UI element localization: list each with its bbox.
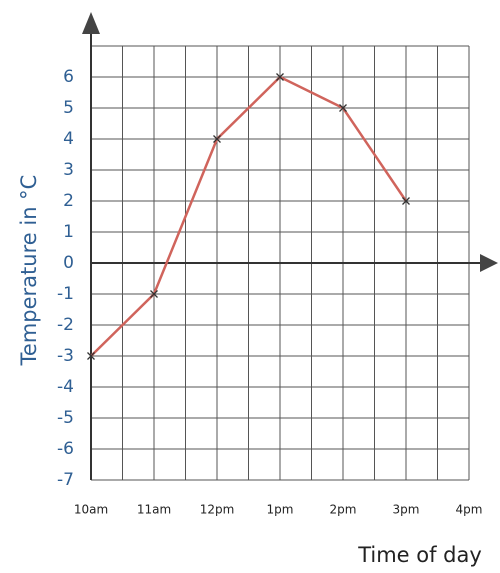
y-tick-label: 6 [63,67,74,87]
y-tick-label: -6 [57,439,74,459]
y-tick-label: 4 [63,129,74,149]
x-axis-arrow [480,254,498,272]
data-point [213,135,221,143]
y-tick-label: 1 [63,222,74,242]
data-point [339,104,347,112]
x-tick-label: 3pm [393,503,420,517]
x-tick-label: 12pm [200,503,235,517]
data-point [150,290,158,298]
y-tick-label: -1 [57,284,74,304]
y-tick-label: 5 [63,98,74,118]
y-axis-arrow [82,12,100,34]
x-tick-label: 11am [137,503,171,517]
y-tick-label: 3 [63,160,74,180]
y-tick-label: -3 [57,346,74,366]
data-point [87,352,95,360]
y-tick-label: -2 [57,315,74,335]
x-tick-label: 2pm [330,503,357,517]
y-tick-label: 2 [63,191,74,211]
data-point [276,73,284,81]
y-tick-label: -7 [57,470,74,490]
y-axis-title: Temperature in °C [17,175,41,367]
x-tick-label: 4pm [456,503,483,517]
y-tick-label: -5 [57,408,74,428]
x-tick-label: 10am [74,503,108,517]
y-tick-label: -4 [57,377,74,397]
data-point [402,197,410,205]
data-line [90,75,408,357]
x-tick-label: 1pm [267,503,294,517]
x-axis-title: Time of day [357,543,482,567]
y-tick-label: 0 [63,253,74,273]
